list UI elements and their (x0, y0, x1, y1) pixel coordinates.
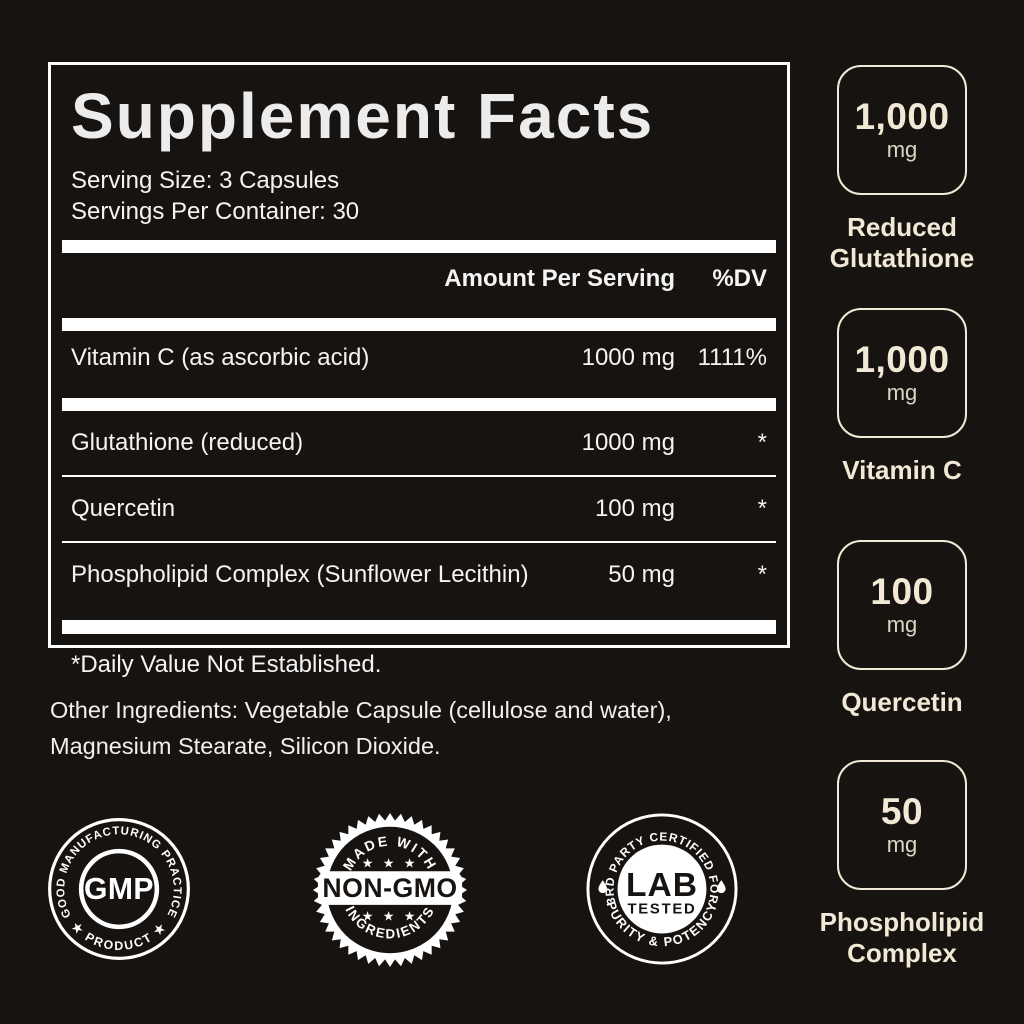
highlight-box: 1,000 mg (837, 65, 967, 195)
highlight-box: 50 mg (837, 760, 967, 890)
daily-value-footnote: *Daily Value Not Established. (71, 651, 382, 678)
highlight-unit: mg (886, 612, 918, 637)
lab-tested-badge-svg: 3RD PARTY CERTIFIED FOR PURITY & POTENCY… (586, 813, 738, 965)
highlight-unit: mg (886, 137, 918, 162)
lab-outer-ring (586, 813, 738, 965)
highlight-reduced-glutathione: 1,000 mg Reduced Glutathione (817, 65, 987, 274)
table-header-row: Amount Per Serving %DV (71, 253, 767, 305)
highlight-value: 1,000 (854, 96, 950, 137)
divider-thick (62, 318, 776, 331)
header-dv: %DV (712, 265, 767, 292)
ingredient-dv: 1111% (697, 344, 767, 371)
gmp-badge-svg: GOOD MANUFACTURING PRACTICE ★ PRODUCT ★ … (48, 818, 190, 960)
highlight-label: Vitamin C (842, 455, 962, 485)
divider-thin (62, 541, 776, 543)
ingredient-dv: * (757, 429, 767, 456)
ingredient-dv: * (757, 561, 767, 588)
highlight-label: Quercetin (841, 687, 963, 717)
ingredient-name: Quercetin (71, 495, 176, 522)
non-gmo-label: NON-GMO (322, 873, 457, 903)
supplement-facts-panel: Supplement Facts Serving Size: 3 Capsule… (48, 62, 790, 678)
gmp-inner-ring (78, 848, 160, 930)
droplet-icon (598, 880, 608, 894)
lab-center-line2: TESTED (627, 902, 696, 918)
gmp-center-text: GMP (84, 873, 154, 906)
highlight-label: Reduced Glutathione (829, 212, 975, 273)
ingredient-name: Glutathione (reduced) (71, 429, 304, 456)
highlight-quercetin: 100 mg Quercetin (817, 540, 987, 718)
other-ingredients-text: Other Ingredients: Vegetable Capsule (ce… (50, 696, 672, 759)
highlight-value: 50 (880, 791, 924, 832)
divider-thick (62, 620, 776, 634)
servings-per-container: Servings Per Container: 30 (71, 198, 360, 225)
stars-bottom: ★ ★ ★ (362, 909, 418, 924)
ingredient-dv: * (757, 495, 767, 522)
ingredient-amount: 50 mg (608, 561, 675, 588)
lab-tested-badge-icon: 3RD PARTY CERTIFIED FOR PURITY & POTENCY… (583, 810, 741, 968)
divider-thick (62, 240, 776, 253)
header-amount-per-serving: Amount Per Serving (444, 265, 675, 292)
non-gmo-band (317, 871, 463, 905)
ingredient-name: Phospholipid Complex (Sunflower Lecithin… (71, 561, 529, 588)
highlight-box: 1,000 mg (837, 308, 967, 438)
gmp-outer-ring (48, 818, 190, 960)
ingredient-amount: 1000 mg (581, 344, 675, 371)
table-row-vitamin-c: Vitamin C (as ascorbic acid) 1000 mg 111… (71, 331, 767, 385)
droplet-icon (716, 880, 726, 894)
highlight-unit: mg (886, 832, 918, 857)
ingredient-amount: 100 mg (594, 495, 675, 522)
serving-size: Serving Size: 3 Capsules (71, 167, 340, 194)
table-row-quercetin: Quercetin 100 mg * (71, 477, 767, 541)
highlight-unit: mg (886, 380, 918, 405)
lab-inner-disc (617, 844, 707, 934)
panel-title: Supplement Facts (71, 80, 655, 152)
ingredient-amount: 1000 mg (581, 429, 675, 456)
lab-center-line1: LAB (626, 867, 698, 904)
gmp-badge-icon: GOOD MANUFACTURING PRACTICE ★ PRODUCT ★ … (46, 816, 192, 962)
table-row-phospholipid-complex: Phospholipid Complex (Sunflower Lecithin… (71, 543, 767, 607)
highlight-box: 100 mg (837, 540, 967, 670)
stars-top: ★ ★ ★ (362, 855, 418, 870)
divider-thin (62, 475, 776, 477)
highlight-label: Phospholipid Complex (819, 907, 985, 968)
ingredient-name: Vitamin C (as ascorbic acid) (71, 344, 370, 371)
non-gmo-badge-icon: MADE WITH ★ ★ ★ NON-GMO ★ ★ ★ INGREDIENT… (311, 811, 469, 969)
non-gmo-badge-svg: MADE WITH ★ ★ ★ NON-GMO ★ ★ ★ INGREDIENT… (312, 812, 468, 968)
table-row-glutathione: Glutathione (reduced) 1000 mg * (71, 411, 767, 475)
highlight-value: 1,000 (854, 339, 950, 380)
highlight-phospholipid-complex: 50 mg Phospholipid Complex (817, 760, 987, 969)
divider-thick (62, 398, 776, 411)
highlight-vitamin-c: 1,000 mg Vitamin C (817, 308, 987, 486)
highlight-value: 100 (870, 571, 934, 612)
